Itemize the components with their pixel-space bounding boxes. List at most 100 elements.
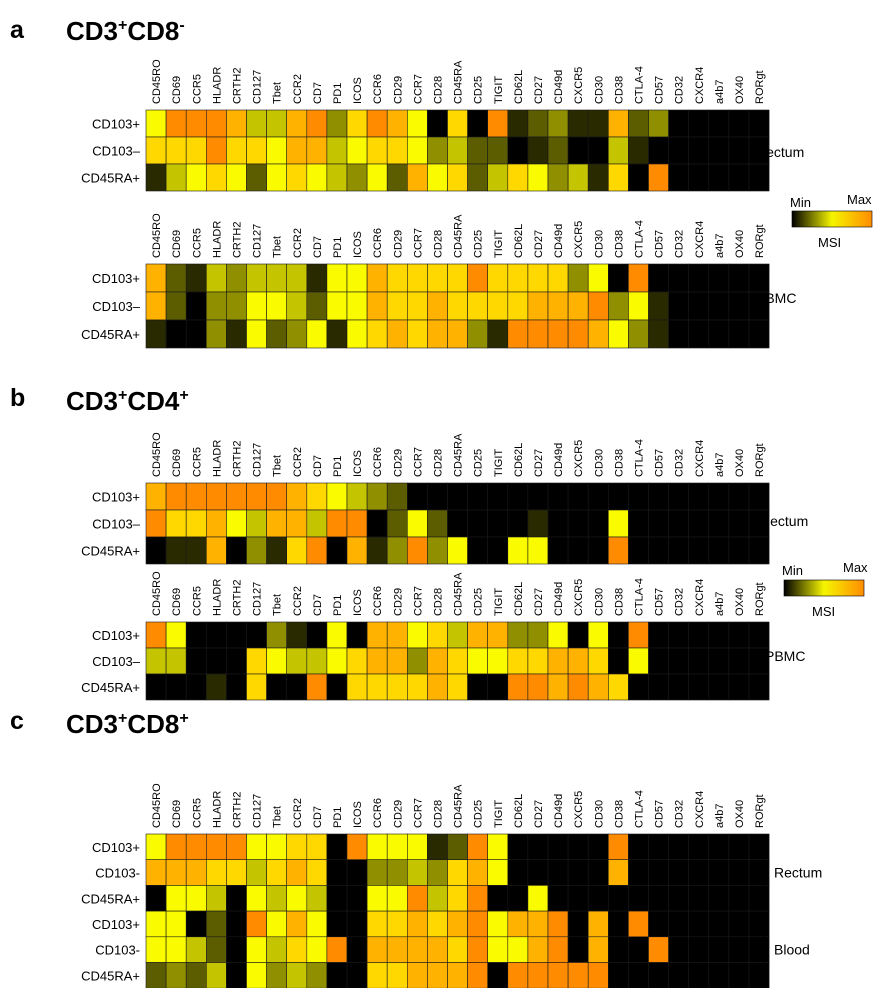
heatmap-cell (427, 647, 448, 675)
heatmap-cell (567, 962, 589, 988)
heatmap-cell (748, 673, 770, 701)
heatmap-cell (326, 509, 348, 538)
heatmap-cell (386, 109, 408, 138)
column-label: OX40 (734, 800, 746, 828)
heatmap-cell (688, 833, 710, 861)
heatmap-cell (467, 673, 489, 701)
column-label: CD32 (674, 449, 686, 477)
heatmap-cell (165, 673, 187, 701)
heatmap-cell (206, 910, 227, 938)
heatmap-cell (527, 647, 549, 675)
column-label: Tbet (272, 806, 284, 828)
heatmap-cell (346, 136, 368, 165)
heatmap-cell (607, 163, 629, 192)
heatmap-cell (688, 885, 710, 912)
column-label: CD45RO (151, 571, 163, 616)
column-label: TIGIT (493, 449, 505, 477)
heatmap-cell (326, 163, 348, 192)
heatmap-a-rectum: CD103+ CD103– CD45RA+ CD45RO CD69 CCR5 HLADR CR… (81, 59, 804, 192)
heatmap-cell (708, 621, 730, 649)
heatmap-cell (708, 536, 730, 565)
heatmap-cell (226, 136, 247, 165)
heatmap-cell (587, 673, 609, 701)
heatmap-cell (165, 833, 187, 861)
heatmap-cell (547, 647, 569, 675)
heatmap-cell (286, 621, 308, 649)
legend-title: MSI (812, 604, 835, 619)
column-label: CRTH2 (231, 792, 243, 828)
heatmap-cell (507, 885, 529, 912)
heatmap-cell (306, 673, 328, 701)
heatmap-cell (447, 647, 468, 675)
heatmap-cell (447, 136, 468, 165)
heatmap-cell (628, 291, 649, 321)
column-label: CD45RO (151, 432, 163, 477)
heatmap-cell (607, 136, 629, 165)
heatmap-cell (406, 291, 428, 321)
row-label: CD103+ (92, 490, 140, 505)
heatmap-cell (346, 621, 368, 649)
heatmap-cell (326, 621, 348, 649)
heatmap-cell (467, 885, 489, 912)
column-label: CD49d (553, 70, 565, 104)
heatmap-cell (467, 163, 489, 192)
heatmap-cell (447, 482, 468, 511)
column-label: CCR5 (191, 447, 203, 477)
column-label: CD57 (654, 76, 666, 104)
heatmap-cell (567, 859, 589, 886)
heatmap-cell (206, 319, 227, 349)
heatmap-cell (447, 885, 468, 912)
heatmap-cell (487, 482, 509, 511)
heatmap-cell (447, 962, 468, 988)
heatmap-cell (246, 509, 267, 538)
heatmap-cell (406, 962, 428, 988)
heatmap-cell (467, 136, 489, 165)
column-label: CD45RO (151, 783, 163, 828)
row-label: CD45RA+ (81, 327, 140, 342)
heatmap-cell (145, 109, 167, 138)
heatmap-cell (547, 482, 569, 511)
heatmap-cell (145, 885, 167, 912)
heatmap-cell (547, 109, 569, 138)
heatmap-cell (346, 647, 368, 675)
heatmap-cell (748, 621, 770, 649)
heatmap-cell (587, 509, 609, 538)
column-label: HLADR (211, 221, 223, 258)
heatmap-cell (427, 885, 448, 912)
heatmap-cell (185, 319, 207, 349)
heatmap-cell (527, 109, 549, 138)
heatmap-cell (487, 936, 509, 963)
column-label: CD29 (392, 800, 404, 828)
heatmap-cell (527, 263, 549, 293)
heatmap-cell (688, 319, 710, 349)
heatmap-cell (145, 536, 167, 565)
heatmap-cell (628, 163, 649, 192)
heatmap-cell (708, 109, 730, 138)
heatmap-cell (467, 936, 489, 963)
heatmap-cell (406, 136, 428, 165)
heatmap-cell (467, 859, 489, 886)
column-label: CD127 (252, 224, 264, 258)
heatmap-cell (507, 509, 529, 538)
heatmap-cell (386, 163, 408, 192)
heatmap-cell (266, 509, 288, 538)
heatmap-cell (708, 910, 730, 938)
heatmap-cell (587, 885, 609, 912)
heatmap-cell (487, 291, 509, 321)
column-label: CXCR4 (694, 221, 706, 258)
heatmap-cell (266, 833, 288, 861)
heatmap-cell (226, 291, 247, 321)
heatmap-cell (748, 936, 770, 963)
heatmap-cell (708, 962, 730, 988)
heatmap-cell (165, 482, 187, 511)
heatmap-cell (145, 319, 167, 349)
column-label: CD27 (533, 230, 545, 258)
heatmap-cell (527, 885, 549, 912)
heatmap-cell (286, 319, 308, 349)
heatmap-cell (386, 910, 408, 938)
heatmap-cell (427, 673, 448, 701)
heatmap-cell (447, 910, 468, 938)
row-label: CD103– (92, 654, 140, 669)
column-label: CD62L (513, 582, 525, 616)
legend-min-label: Min (790, 195, 811, 210)
